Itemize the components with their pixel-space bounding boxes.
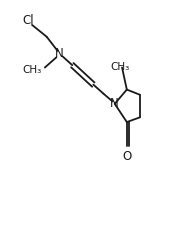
Text: N: N [110,97,119,110]
Text: CH₃: CH₃ [22,65,41,75]
Text: CH₃: CH₃ [110,62,130,72]
Text: O: O [122,150,131,164]
Text: Cl: Cl [22,14,34,27]
Text: N: N [55,47,64,60]
